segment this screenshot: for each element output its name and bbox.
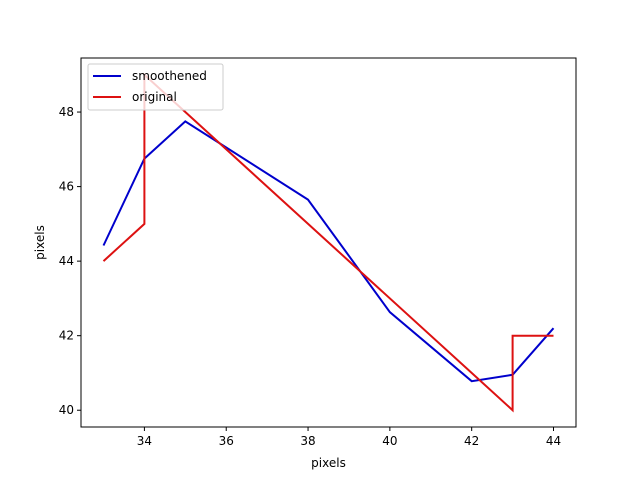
y-tick-label: 46 — [59, 180, 74, 194]
axes-frame — [80, 57, 577, 428]
y-tick-label: 42 — [59, 329, 74, 343]
y-axis: 40 42 44 46 48 — [59, 105, 81, 417]
legend-label-original: original — [132, 90, 177, 104]
series-line-smoothened — [102, 120, 555, 383]
legend-label-smoothened: smoothened — [132, 69, 207, 83]
y-axis-label: pixels — [33, 225, 47, 260]
x-tick-label: 44 — [546, 434, 561, 448]
y-tick-label: 44 — [59, 254, 74, 268]
y-tick-label: 40 — [59, 403, 74, 417]
x-tick-label: 42 — [464, 434, 479, 448]
x-tick-label: 40 — [382, 434, 397, 448]
series-lines — [102, 72, 555, 413]
y-tick-label: 48 — [59, 105, 74, 119]
x-axis: 34 36 38 40 42 44 — [137, 427, 561, 448]
x-tick-label: 36 — [219, 434, 234, 448]
x-tick-label: 38 — [300, 434, 315, 448]
x-tick-label: 34 — [137, 434, 152, 448]
series-line-original — [102, 72, 554, 413]
legend: smoothened original — [87, 63, 224, 111]
legend-box — [87, 63, 224, 111]
x-axis-label: pixels — [311, 456, 346, 470]
